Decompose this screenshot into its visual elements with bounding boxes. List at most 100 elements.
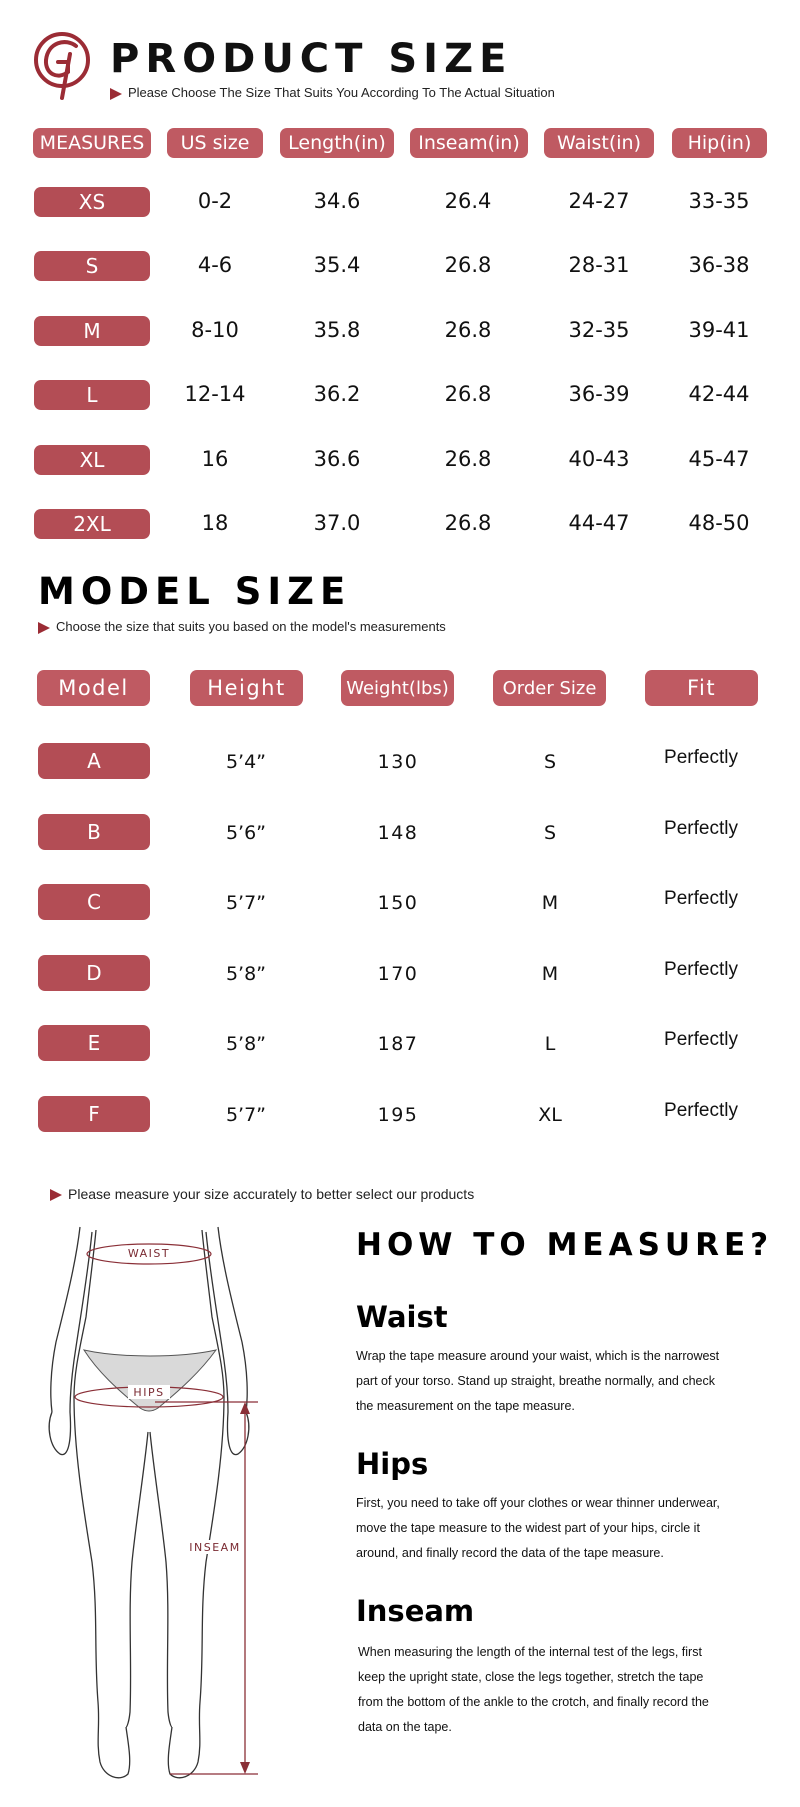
body-outline — [48, 1226, 250, 1779]
size-cell-us: 0-2 — [197, 189, 233, 213]
size-cell-inseam: 26.4 — [444, 189, 492, 213]
text-line: move the tape measure to the widest part… — [356, 1521, 700, 1535]
inseam-label-bg — [188, 1540, 242, 1554]
waist-label: WAIST — [128, 1247, 170, 1260]
model-cell-weight: 187 — [377, 1033, 419, 1056]
size-cell-length: 37.0 — [313, 511, 361, 535]
model-cell-weight: 150 — [377, 892, 419, 915]
size-cell-hip: 33-35 — [688, 189, 750, 213]
model-cell-order: S — [543, 821, 557, 844]
product-header-3: Inseam(in) — [410, 128, 528, 158]
size-cell-us: 4-6 — [197, 253, 233, 278]
size-cell-waist: 40-43 — [568, 446, 630, 471]
body-measurement-diagram: WAIST HIPS INSEAM — [48, 1226, 258, 1779]
size-cell-us: 18 — [201, 511, 229, 535]
hips-label: HIPS — [133, 1386, 164, 1399]
text-line: around, and finally record the data of t… — [356, 1546, 664, 1560]
model-label-B: B — [38, 813, 150, 850]
inseam-label: INSEAM — [189, 1541, 240, 1554]
size-label-S: S — [34, 251, 150, 282]
model-cell-height: 5’7” — [225, 892, 267, 915]
waist-text: Wrap the tape measure around your waist,… — [356, 1344, 731, 1419]
size-cell-length: 36.2 — [313, 382, 361, 407]
hips-label-bg — [128, 1385, 170, 1399]
text-line: from the bottom of the ankle to the crot… — [358, 1695, 709, 1709]
model-cell-height: 5’7” — [225, 1104, 267, 1126]
inseam-heading: Inseam — [356, 1594, 475, 1628]
arrow-up-icon — [240, 1402, 250, 1414]
model-label-D: D — [38, 954, 150, 991]
text-line: data on the tape. — [358, 1720, 452, 1734]
product-header-4: Waist(in) — [544, 128, 654, 158]
model-cell-height: 5’6” — [225, 821, 267, 844]
model-size-title: MODEL SIZE — [38, 570, 352, 613]
size-label-XS: XS — [34, 187, 150, 217]
size-cell-us: 16 — [201, 446, 229, 471]
model-cell-height: 5’8” — [225, 1033, 267, 1056]
size-label-M: M — [34, 315, 150, 346]
size-cell-length: 36.6 — [313, 446, 361, 471]
product-size-subtitle: Please Choose The Size That Suits You Ac… — [110, 85, 555, 100]
size-label-L: L — [34, 380, 150, 411]
model-header-3: Order Size — [493, 670, 606, 706]
model-cell-weight: 170 — [377, 962, 419, 985]
size-cell-waist: 24-27 — [568, 189, 630, 213]
model-cell-height: 5’4” — [225, 751, 267, 773]
text-line: the measurement on the tape measure. — [356, 1399, 575, 1413]
arrow-icon — [38, 621, 50, 634]
model-cell-weight: 148 — [377, 821, 419, 844]
size-cell-hip: 39-41 — [688, 317, 750, 342]
measure-intro-text: Please measure your size accurately to b… — [68, 1186, 475, 1202]
model-label-E: E — [38, 1025, 150, 1062]
product-header-2: Length(in) — [280, 128, 394, 158]
size-cell-waist: 44-47 — [568, 511, 630, 535]
model-cell-order: L — [544, 1033, 556, 1056]
text-line: keep the upright state, close the legs t… — [358, 1670, 704, 1684]
product-header-5: Hip(in) — [672, 128, 767, 158]
product-header-0: MEASURES — [33, 128, 151, 158]
size-label-XL: XL — [34, 444, 150, 475]
model-cell-order: S — [543, 751, 557, 773]
brand-logo — [34, 32, 90, 100]
size-cell-waist: 32-35 — [568, 317, 630, 342]
model-cell-order: XL — [538, 1104, 562, 1126]
arrow-down-icon — [240, 1762, 250, 1774]
size-cell-waist: 36-39 — [568, 382, 630, 407]
size-cell-hip: 42-44 — [688, 382, 750, 407]
text-line: part of your torso. Stand up straight, b… — [356, 1374, 715, 1388]
model-cell-weight: 130 — [377, 751, 419, 773]
hips-text: First, you need to take off your clothes… — [356, 1491, 731, 1566]
model-size-subtitle: Choose the size that suits you based on … — [38, 619, 446, 634]
model-subtitle-text: Choose the size that suits you based on … — [56, 619, 446, 634]
product-header-1: US size — [167, 128, 263, 158]
size-cell-hip: 45-47 — [688, 446, 750, 471]
waist-heading: Waist — [356, 1300, 448, 1334]
text-line: Wrap the tape measure around your waist,… — [356, 1349, 720, 1363]
measure-intro: Please measure your size accurately to b… — [50, 1186, 474, 1202]
size-cell-length: 34.6 — [313, 189, 361, 213]
waist-label-bg — [122, 1246, 176, 1260]
model-header-2: Weight(lbs) — [341, 670, 454, 706]
model-cell-height: 5’8” — [225, 962, 267, 985]
hips-heading: Hips — [356, 1447, 429, 1481]
model-label-A: A — [38, 743, 150, 779]
model-cell-fit: Perfectly — [664, 747, 738, 768]
model-cell-fit: Perfectly — [664, 888, 738, 910]
model-label-C: C — [38, 884, 150, 921]
model-cell-order: M — [541, 962, 559, 985]
product-subtitle-text: Please Choose The Size That Suits You Ac… — [128, 85, 555, 100]
size-cell-inseam: 26.8 — [444, 253, 492, 278]
model-cell-fit: Perfectly — [664, 1100, 738, 1121]
size-cell-length: 35.4 — [313, 253, 361, 278]
model-cell-weight: 195 — [377, 1104, 419, 1126]
size-cell-waist: 28-31 — [568, 253, 630, 278]
model-cell-fit: Perfectly — [664, 1029, 738, 1051]
text-line: When measuring the length of the interna… — [358, 1645, 702, 1659]
size-cell-us: 8-10 — [191, 317, 239, 342]
product-size-title: PRODUCT SIZE — [110, 36, 513, 82]
model-header-1: Height — [190, 670, 303, 706]
arrow-icon — [110, 87, 122, 100]
model-cell-fit: Perfectly — [664, 817, 738, 839]
size-cell-inseam: 26.8 — [444, 446, 492, 471]
size-cell-inseam: 26.8 — [444, 382, 492, 407]
